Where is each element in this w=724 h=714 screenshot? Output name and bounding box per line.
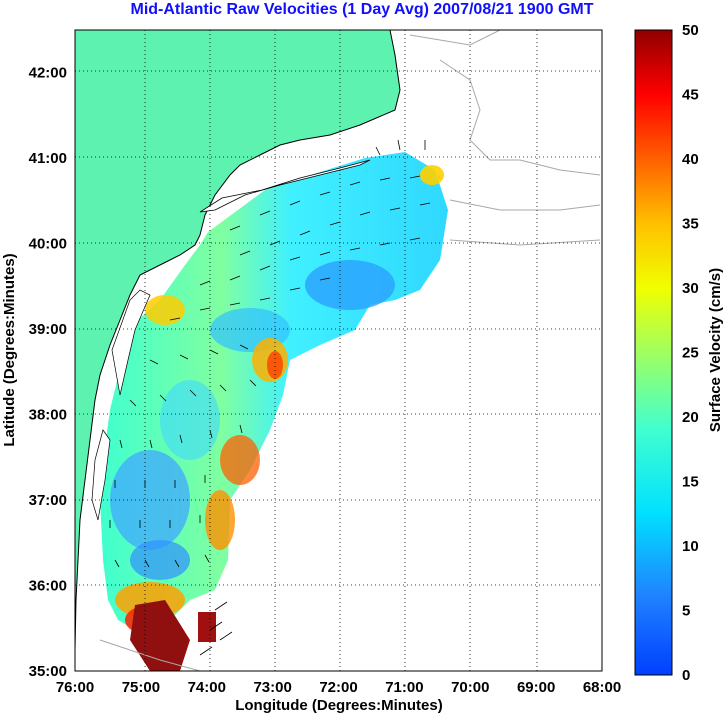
latitude-tick-label: 37:00 xyxy=(29,492,67,509)
colorbar-ticks: 0 5 10 15 20 25 30 35 40 45 50 xyxy=(682,22,699,684)
latitude-tick-label: 39:00 xyxy=(29,321,67,338)
latitude-tick-label: 40:00 xyxy=(29,236,67,253)
longitude-tick-label: 70:00 xyxy=(451,679,489,696)
y-axis-label: Latitude (Degrees:Minutes) xyxy=(1,253,18,446)
colorbar-tick-label: 5 xyxy=(682,603,690,620)
colorbar-tick-label: 15 xyxy=(682,474,699,491)
longitude-tick-label: 72:00 xyxy=(319,679,357,696)
colorbar-tick-label: 0 xyxy=(682,667,690,684)
latitude-tick-label: 36:00 xyxy=(29,578,67,595)
longitude-tick-label: 71:00 xyxy=(385,679,423,696)
map-title: Mid-Atlantic Raw Velocities (1 Day Avg) … xyxy=(130,1,594,18)
velocity-field xyxy=(100,152,448,671)
map-grid xyxy=(75,30,602,671)
bathymetry-contours xyxy=(99,30,601,671)
longitude-tick-label: 76:00 xyxy=(56,679,94,696)
longitude-tick-label: 73:00 xyxy=(253,679,291,696)
longitude-tick-label: 68:00 xyxy=(583,679,621,696)
latitude-tick-label: 41:00 xyxy=(29,150,67,167)
longitude-tick-label: 69:00 xyxy=(517,679,555,696)
colorbar-tick-label: 40 xyxy=(682,151,699,168)
velocity-vectors xyxy=(109,139,431,656)
latitude-tick-label: 35:00 xyxy=(29,663,67,680)
colorbar-label: Surface Velocity (cm/s) xyxy=(707,268,724,432)
colorbar-tick-label: 35 xyxy=(682,216,699,233)
colorbar-tick-label: 30 xyxy=(682,280,699,297)
longitude-tick-label: 75:00 xyxy=(122,679,160,696)
latitude-tick-label: 38:00 xyxy=(29,407,67,424)
latitude-tick-label: 42:00 xyxy=(29,65,67,82)
colorbar-tick-label: 10 xyxy=(682,538,699,555)
longitude-ticks: 76:00 75:00 74:00 73:00 72:00 71:00 70:00 69:00… xyxy=(56,679,621,696)
colorbar xyxy=(634,29,673,676)
colorbar-tick-label: 25 xyxy=(682,345,699,362)
colorbar-tick-label: 20 xyxy=(682,409,699,426)
latitude-ticks: 42:00 41:00 40:00 39:00 38:00 37:00 36:00 35:00 xyxy=(29,65,67,680)
longitude-tick-label: 74:00 xyxy=(188,679,226,696)
colorbar-tick-label: 50 xyxy=(682,22,699,39)
land-mass xyxy=(75,30,401,671)
colorbar-tick-label: 45 xyxy=(682,87,699,104)
x-axis-label: Longitude (Degrees:Minutes) xyxy=(235,697,443,714)
